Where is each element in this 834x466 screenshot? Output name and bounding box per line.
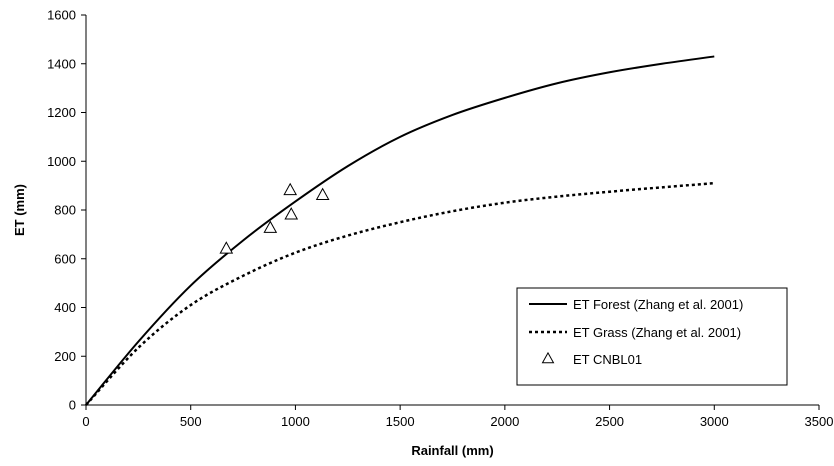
x-tick-label: 2500 <box>595 414 624 429</box>
y-tick-label: 0 <box>69 398 76 413</box>
legend-swatch-cnbl01-triangle <box>541 351 555 364</box>
grass-et-line <box>85 181 715 406</box>
x-tick-label: 3500 <box>805 414 834 429</box>
legend-label-grass: ET Grass (Zhang et al. 2001) <box>573 325 741 340</box>
series-layer <box>85 55 715 406</box>
x-tick-label: 1500 <box>386 414 415 429</box>
y-tick-label: 1600 <box>47 8 76 23</box>
cnbl01-point <box>283 182 298 196</box>
cnbl01-point <box>284 207 299 220</box>
forest-et-line <box>85 55 715 406</box>
y-tick-label: 1400 <box>47 56 76 71</box>
x-tick-label: 1000 <box>281 414 310 429</box>
legend-label-forest: ET Forest (Zhang et al. 2001) <box>573 297 743 312</box>
x-tick-label: 500 <box>180 414 202 429</box>
x-tick-label: 2000 <box>490 414 519 429</box>
cnbl01-point <box>219 241 234 254</box>
y-tick-label: 1200 <box>47 105 76 120</box>
y-tick-label: 400 <box>54 300 76 315</box>
x-tick-label: 0 <box>82 414 89 429</box>
y-tick-label: 1000 <box>47 154 76 169</box>
ticks: 0 500 1000 1500 2000 2500 3000 3500 0 200 400 600 80… <box>47 8 833 430</box>
x-axis-title: Rainfall (mm) <box>411 443 493 458</box>
y-tick-label: 800 <box>54 203 76 218</box>
y-tick-label: 600 <box>54 251 76 266</box>
cnbl01-point <box>315 187 330 200</box>
cnbl01-point <box>263 220 278 233</box>
x-tick-label: 3000 <box>700 414 729 429</box>
legend: ET Forest (Zhang et al. 2001) ET Grass (… <box>516 287 788 386</box>
y-axis-title: ET (mm) <box>12 184 27 236</box>
y-tick-label: 200 <box>54 349 76 364</box>
legend-label-cnbl01: ET CNBL01 <box>573 352 642 367</box>
